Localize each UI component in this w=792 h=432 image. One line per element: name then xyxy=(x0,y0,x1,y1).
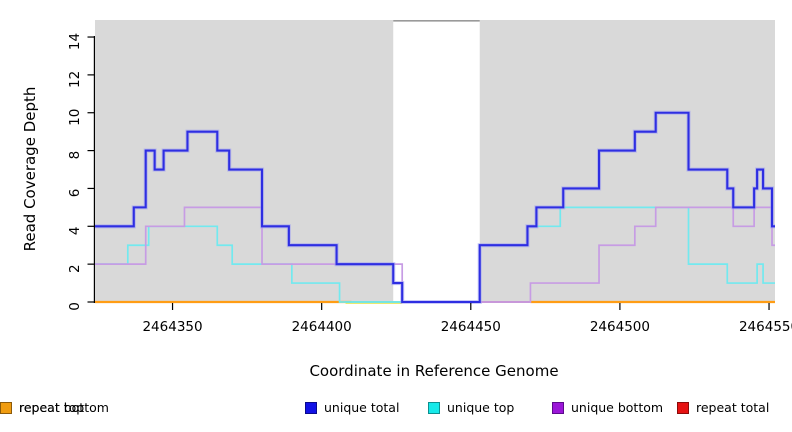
y-tick-label: 6 xyxy=(67,189,83,198)
shaded-coverage-region xyxy=(479,20,775,302)
repeat-total-swatch-icon xyxy=(677,401,689,414)
legend-item-repeat-bottom: repeat bottom xyxy=(0,400,109,415)
legend-label: unique top xyxy=(447,400,515,415)
series-unique-total-line xyxy=(95,111,775,304)
x-tick-label: 2464450 xyxy=(441,319,501,335)
x-tick-label: 2464550 xyxy=(739,319,792,335)
series-unique-bottom-line xyxy=(95,206,775,303)
legend-item-unique-top: unique top xyxy=(428,400,514,415)
y-tick-label: 0 xyxy=(67,302,83,311)
y-tick-label: 12 xyxy=(67,71,83,88)
y-tick-label: 14 xyxy=(67,33,83,50)
x-tick-label: 2464400 xyxy=(292,319,352,335)
repeat-bottom-swatch-icon xyxy=(0,401,12,414)
y-tick-label: 10 xyxy=(67,109,83,126)
y-tick-label: 2 xyxy=(67,264,83,273)
unique-total-swatch-icon xyxy=(305,401,317,414)
legend-item-unique-bottom: unique bottom xyxy=(552,400,663,415)
shaded-coverage-region xyxy=(95,20,394,302)
y-tick-label: 4 xyxy=(67,226,83,235)
legend-item-unique-total: unique total xyxy=(305,400,399,415)
y-axis-title: Read Coverage Depth xyxy=(21,86,39,252)
x-tick-label: 2464500 xyxy=(590,319,650,335)
y-tick-label: 8 xyxy=(67,151,83,160)
unique-bottom-swatch-icon xyxy=(552,401,564,414)
legend-label: unique bottom xyxy=(571,400,664,415)
x-axis-title: Coordinate in Reference Genome xyxy=(309,362,559,380)
legend-label: repeat bottom xyxy=(19,400,109,415)
legend-label: repeat total xyxy=(696,400,770,415)
x-tick-label: 2464350 xyxy=(142,319,202,335)
legend-item-repeat-total: repeat total xyxy=(677,400,769,415)
legend-label: repeat top xyxy=(19,400,85,415)
unique-top-swatch-icon xyxy=(428,401,440,414)
legend-label: unique total xyxy=(324,400,400,415)
